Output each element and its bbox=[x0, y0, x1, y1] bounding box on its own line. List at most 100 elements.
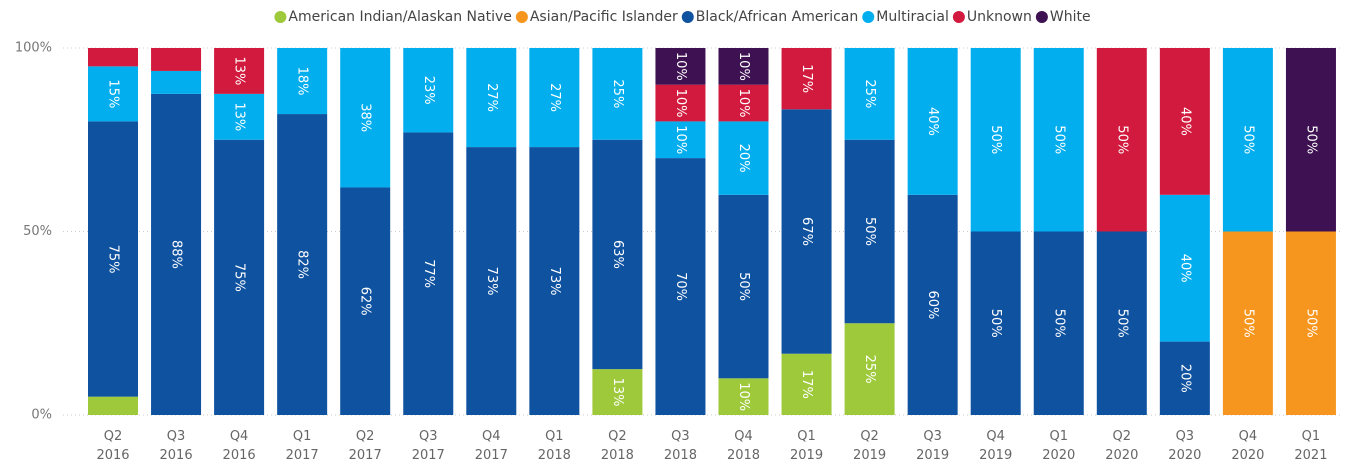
bar-segment bbox=[277, 114, 328, 415]
x-tick-label: Q3 2019 bbox=[916, 429, 950, 463]
bar-segment bbox=[214, 139, 265, 415]
bar-segment bbox=[1222, 48, 1273, 232]
legend-label: Black/African American bbox=[696, 9, 858, 25]
x-tick-label: Q1 2017 bbox=[285, 429, 319, 463]
data-label: 38% bbox=[358, 103, 373, 132]
data-label: 10% bbox=[673, 89, 688, 118]
bar-segment bbox=[1096, 231, 1147, 415]
bar-segment bbox=[718, 121, 769, 195]
data-label: 10% bbox=[736, 89, 751, 118]
x-tick-label: Q3 2020 bbox=[1168, 429, 1202, 463]
data-label: 63% bbox=[610, 240, 625, 269]
x-tick-label: Q1 2021 bbox=[1294, 429, 1328, 463]
bar-segment bbox=[151, 48, 202, 71]
bar-segment bbox=[655, 48, 706, 85]
data-label: 82% bbox=[295, 250, 310, 279]
bar-segment bbox=[151, 93, 202, 415]
bar-segment bbox=[781, 109, 832, 354]
bar-segment bbox=[88, 66, 138, 122]
data-label: 50% bbox=[988, 125, 1003, 154]
bar-segment bbox=[88, 48, 138, 67]
bar-segment bbox=[466, 147, 517, 415]
data-label: 40% bbox=[1177, 254, 1192, 283]
data-label: 75% bbox=[106, 245, 121, 274]
data-label: 67% bbox=[799, 217, 814, 246]
data-label: 60% bbox=[925, 290, 940, 319]
legend-marker bbox=[1035, 11, 1048, 23]
bar-segment bbox=[781, 48, 832, 110]
bar-segment bbox=[403, 132, 454, 415]
x-tick-label: Q4 2019 bbox=[979, 429, 1013, 463]
data-label: 27% bbox=[547, 83, 562, 112]
data-label: 20% bbox=[1177, 364, 1192, 393]
x-tick-label: Q4 2017 bbox=[474, 429, 508, 463]
y-tick-label: 50% bbox=[23, 224, 52, 239]
bar-segment bbox=[655, 84, 706, 122]
bar-segment bbox=[592, 48, 643, 140]
bar-segment bbox=[655, 158, 706, 415]
bar-segment bbox=[1033, 231, 1084, 415]
data-label: 50% bbox=[1051, 309, 1066, 338]
data-label: 70% bbox=[673, 272, 688, 301]
bar-segment bbox=[1096, 48, 1147, 232]
data-label: 10% bbox=[736, 52, 751, 81]
bar-segment bbox=[718, 194, 769, 379]
legend-marker bbox=[952, 11, 965, 23]
data-label: 50% bbox=[862, 217, 877, 246]
bar-segment bbox=[655, 121, 706, 159]
bar-segment bbox=[1159, 194, 1210, 342]
data-label: 17% bbox=[799, 64, 814, 93]
data-label: 13% bbox=[232, 102, 247, 131]
data-label: 25% bbox=[862, 355, 877, 384]
data-label: 10% bbox=[673, 125, 688, 154]
x-tick-label: Q1 2019 bbox=[790, 429, 824, 463]
data-label: 13% bbox=[610, 378, 625, 407]
legend-marker bbox=[862, 11, 875, 23]
y-tick-label: 100% bbox=[15, 41, 52, 56]
legend-marker bbox=[681, 11, 694, 23]
data-label: 27% bbox=[484, 83, 499, 112]
legend-marker bbox=[274, 11, 287, 23]
x-tick-label: Q2 2020 bbox=[1105, 429, 1139, 463]
data-label: 50% bbox=[1303, 125, 1318, 154]
bar-segment bbox=[844, 323, 895, 415]
bar-segment bbox=[844, 48, 895, 140]
bar-segment bbox=[88, 121, 138, 397]
x-tick-label: Q3 2016 bbox=[159, 429, 193, 463]
data-label: 23% bbox=[421, 76, 436, 105]
data-label: 50% bbox=[1114, 309, 1129, 338]
bar-segment bbox=[214, 48, 265, 94]
data-label: 15% bbox=[106, 79, 121, 108]
bar-segment bbox=[151, 70, 202, 94]
bar-segment bbox=[844, 139, 895, 324]
bar-segment bbox=[781, 353, 832, 415]
data-label: 50% bbox=[1240, 309, 1255, 338]
bar-segment bbox=[718, 48, 769, 85]
data-label: 18% bbox=[295, 67, 310, 96]
bar-segment bbox=[340, 187, 391, 415]
data-label: 50% bbox=[1240, 125, 1255, 154]
bar-segment bbox=[907, 48, 958, 195]
bar-segment bbox=[1285, 48, 1336, 232]
bar-segment bbox=[403, 48, 454, 133]
data-label: 50% bbox=[736, 272, 751, 301]
legend-label: Asian/Pacific Islander bbox=[530, 9, 678, 25]
data-label: 10% bbox=[673, 52, 688, 81]
data-label: 17% bbox=[799, 370, 814, 399]
x-tick-label: Q1 2020 bbox=[1042, 429, 1076, 463]
data-label: 88% bbox=[169, 240, 184, 269]
bar-segment bbox=[718, 84, 769, 122]
x-tick-label: Q1 2018 bbox=[537, 429, 571, 463]
legend-label: White bbox=[1050, 9, 1091, 25]
bar-segment bbox=[970, 48, 1021, 232]
data-label: 73% bbox=[484, 267, 499, 296]
data-label: 50% bbox=[1114, 125, 1129, 154]
y-tick-label: 0% bbox=[31, 408, 52, 423]
x-tick-label: Q4 2016 bbox=[222, 429, 256, 463]
x-tick-label: Q3 2017 bbox=[411, 429, 445, 463]
bar-segment bbox=[214, 93, 265, 140]
data-label: 25% bbox=[610, 79, 625, 108]
bar-segment bbox=[466, 48, 517, 148]
bar-segment bbox=[907, 194, 958, 415]
